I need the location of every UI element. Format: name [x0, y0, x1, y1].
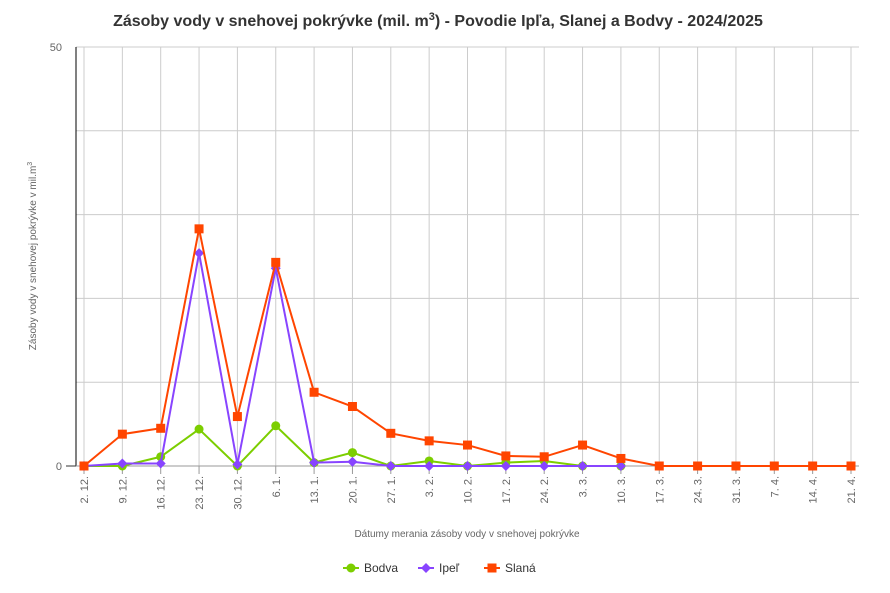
data-point — [194, 248, 205, 259]
legend-label: Slaná — [505, 561, 536, 575]
data-point — [578, 440, 588, 450]
x-tick-label: 24. 3. — [693, 476, 705, 504]
data-point — [654, 461, 664, 471]
data-point — [539, 461, 550, 471]
x-tick-label: 17. 2. — [501, 476, 513, 504]
data-point — [615, 461, 626, 471]
data-point — [501, 451, 511, 461]
data-point — [271, 257, 281, 267]
data-point — [309, 457, 320, 468]
legend: Bodva Ipeľ Slaná — [343, 561, 536, 575]
x-tick-label: 13. 1. — [309, 476, 321, 504]
data-point — [79, 461, 89, 471]
data-point — [539, 452, 549, 462]
x-tick-label: 20. 1. — [347, 476, 359, 504]
x-tick-label: 7. 4. — [769, 476, 781, 497]
data-point — [846, 461, 856, 471]
chart-title: Zásoby vody v snehovej pokrývke (mil. m3… — [113, 11, 763, 30]
grid — [76, 46, 859, 467]
data-point — [347, 456, 358, 467]
legend-item-bodva[interactable]: Bodva — [343, 561, 398, 575]
data-point — [232, 459, 243, 470]
data-point — [232, 412, 242, 422]
data-point — [271, 421, 281, 431]
x-tick-label: 9. 12. — [117, 476, 129, 504]
data-point — [424, 436, 434, 446]
y-tick-label: 50 — [50, 42, 62, 54]
legend-item-slaná[interactable]: Slaná — [484, 561, 536, 575]
x-tick-label: 2. 12. — [79, 476, 91, 504]
legend-circle-icon — [346, 563, 356, 573]
data-point — [117, 458, 128, 469]
data-point — [347, 402, 357, 412]
x-tick-label: 24. 2. — [539, 476, 551, 504]
y-axis-label: Zásoby vody v snehovej pokrývke v mil.m3 — [27, 162, 39, 351]
data-point — [577, 461, 588, 471]
x-axis-label: Dátumy merania zásoby vody v snehovej po… — [354, 529, 580, 540]
x-tick-label: 17. 3. — [654, 476, 666, 504]
data-point — [194, 424, 204, 434]
x-tick-label: 31. 3. — [731, 476, 743, 504]
data-point — [309, 387, 319, 397]
data-point — [194, 224, 204, 234]
data-point — [385, 461, 396, 471]
data-point — [500, 461, 511, 471]
data-point — [347, 448, 357, 458]
x-tick-label: 16. 12. — [156, 476, 168, 510]
x-tick-label: 6. 1. — [271, 476, 283, 497]
data-point — [693, 461, 703, 471]
data-point — [156, 423, 166, 433]
series-ipeľ — [79, 248, 626, 471]
x-tick-label: 27. 1. — [386, 476, 398, 504]
data-point — [424, 461, 435, 471]
data-point — [155, 458, 166, 469]
x-tick-label: 21. 4. — [846, 476, 858, 504]
data-point — [117, 429, 127, 439]
data-point — [731, 461, 741, 471]
x-tick-label: 10. 3. — [616, 476, 628, 504]
series-slaná — [79, 224, 856, 471]
x-tick-label: 10. 2. — [463, 476, 475, 504]
legend-square-icon — [487, 563, 497, 573]
data-point — [462, 461, 473, 471]
legend-item-ipeľ[interactable]: Ipeľ — [418, 561, 460, 575]
x-tick-label: 14. 4. — [808, 476, 820, 504]
x-tick-label: 3. 2. — [424, 476, 436, 497]
data-point — [386, 428, 396, 438]
data-point — [616, 453, 626, 463]
data-point — [424, 456, 434, 466]
x-tick-label: 30. 12. — [232, 476, 244, 510]
x-tick-label: 3. 3. — [578, 476, 590, 497]
x-tick-label: 23. 12. — [194, 476, 206, 510]
data-point — [808, 461, 818, 471]
data-point — [463, 440, 472, 450]
legend-diamond-icon — [421, 563, 431, 573]
legend-label: Ipeľ — [439, 561, 460, 575]
y-tick-label: 0 — [56, 461, 62, 473]
legend-label: Bodva — [364, 561, 398, 575]
data-point — [769, 461, 779, 471]
